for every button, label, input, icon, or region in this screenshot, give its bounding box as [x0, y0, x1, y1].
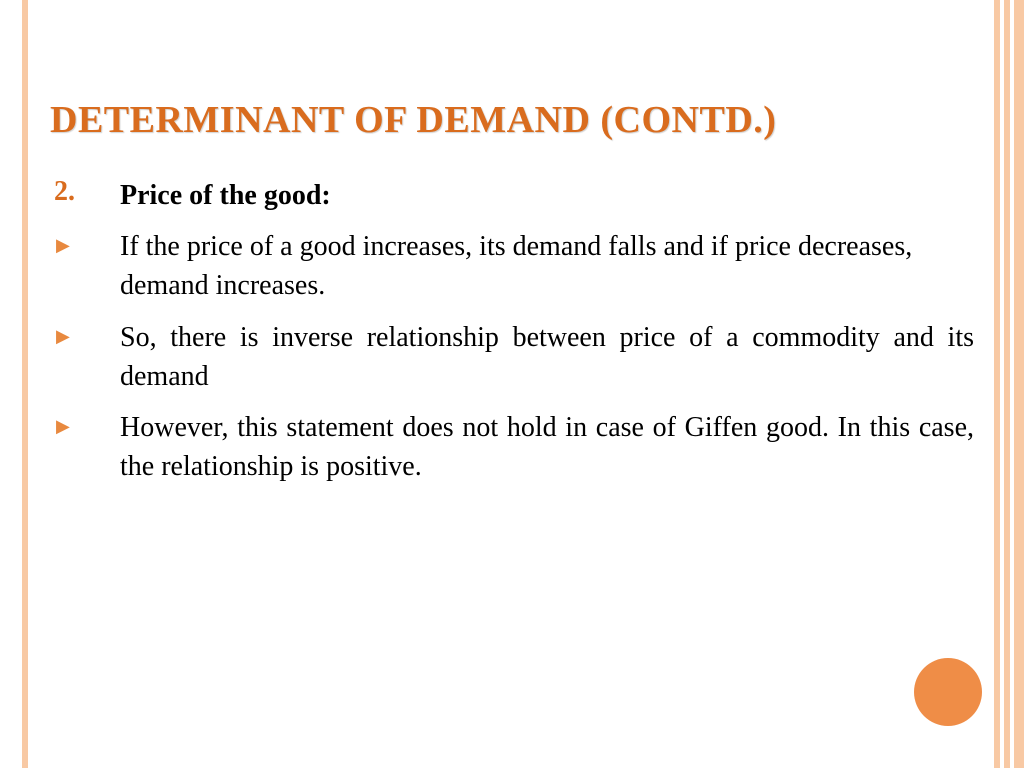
right-border-stripe-outer	[1014, 0, 1024, 768]
list-item: ▶ If the price of a good increases, its …	[50, 227, 974, 305]
heading-text: Price of the good:	[120, 176, 974, 215]
list-item-heading: 2. Price of the good:	[50, 176, 974, 215]
bullet-text: So, there is inverse relationship betwee…	[120, 318, 974, 396]
right-border-stripe-inner	[994, 0, 1000, 768]
bullet-triangle-icon: ▶	[50, 408, 120, 486]
decorative-circle	[914, 658, 982, 726]
bullet-triangle-icon: ▶	[50, 318, 120, 396]
list-item: ▶ However, this statement does not hold …	[50, 408, 974, 486]
left-border-stripe	[22, 0, 28, 768]
slide-content: DETERMINANT OF DEMAND (CONTD.) 2. Price …	[50, 98, 974, 498]
number-marker: 2.	[50, 176, 120, 215]
slide-title: DETERMINANT OF DEMAND (CONTD.)	[50, 98, 974, 142]
bullet-text: However, this statement does not hold in…	[120, 408, 974, 486]
right-border-stripe-mid	[1004, 0, 1010, 768]
bullet-triangle-icon: ▶	[50, 227, 120, 305]
list-item: ▶ So, there is inverse relationship betw…	[50, 318, 974, 396]
bullet-text: If the price of a good increases, its de…	[120, 227, 974, 305]
